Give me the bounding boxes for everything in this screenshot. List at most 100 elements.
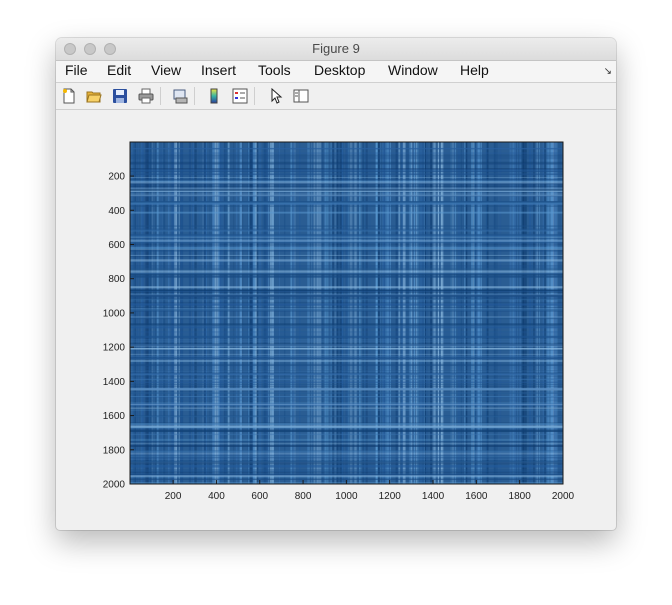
legend-icon[interactable] xyxy=(231,87,249,105)
heatmap-stripe-vertical xyxy=(473,142,475,484)
menu-window[interactable]: Window xyxy=(388,62,438,78)
heatmap-stripe-vertical xyxy=(148,142,150,484)
heatmap-stripe-vertical xyxy=(175,142,177,484)
heatmap-stripe-horizontal xyxy=(130,237,563,239)
zoom-window-button[interactable] xyxy=(104,43,116,55)
dock-figure-icon[interactable]: ↘ xyxy=(603,66,612,77)
heatmap-stripe-horizontal xyxy=(130,415,563,418)
heatmap-stripe-vertical xyxy=(452,142,455,484)
heatmap-stripe-horizontal xyxy=(130,188,563,190)
heatmap-stripe-horizontal xyxy=(130,182,563,185)
print-preview-icon[interactable] xyxy=(171,87,189,105)
heatmap-stripe-horizontal xyxy=(130,335,563,339)
heatmap-stripe-vertical xyxy=(359,142,361,484)
heatmap-stripe-vertical xyxy=(191,142,194,484)
heatmap-stripe-horizontal xyxy=(130,348,563,350)
x-tick-label: 1400 xyxy=(422,491,445,502)
heatmap-stripe-vertical xyxy=(204,142,206,484)
heatmap-stripe-horizontal xyxy=(130,178,563,180)
colorbar-icon[interactable] xyxy=(205,87,223,105)
heatmap-stripe-vertical xyxy=(160,142,162,484)
heatmap-stripe-vertical xyxy=(472,142,474,484)
heatmap-stripe-vertical xyxy=(326,142,329,484)
heatmap-stripe-vertical xyxy=(141,142,144,484)
pointer-icon[interactable] xyxy=(267,87,285,105)
menu-view[interactable]: View xyxy=(151,62,182,78)
heatmap-stripe-vertical xyxy=(412,142,414,484)
heatmap-stripe-vertical xyxy=(525,142,527,484)
heatmap-stripe-horizontal xyxy=(130,157,563,160)
heatmap-stripe-horizontal xyxy=(130,168,563,170)
heatmap-stripe-vertical xyxy=(457,142,461,484)
heatmap-stripe-vertical xyxy=(385,142,386,484)
heatmap-stripe-horizontal xyxy=(130,302,563,304)
heatmap-image[interactable] xyxy=(130,142,563,484)
heatmap-stripe-horizontal xyxy=(130,457,563,459)
heatmap-stripe-vertical xyxy=(248,142,250,484)
heatmap-stripe-horizontal xyxy=(130,246,563,249)
heatmap-stripe-vertical xyxy=(379,142,382,484)
save-icon[interactable] xyxy=(111,87,129,105)
heatmap-stripe-vertical xyxy=(555,142,558,484)
heatmap-stripe-vertical xyxy=(411,142,413,484)
heatmap-stripe-vertical xyxy=(522,142,524,484)
heatmap-stripe-horizontal xyxy=(130,236,563,238)
heatmap-stripe-horizontal xyxy=(130,177,563,178)
heatmap-stripe-vertical xyxy=(239,142,240,484)
heatmap-stripe-horizontal xyxy=(130,289,563,291)
heatmap-stripe-vertical xyxy=(477,142,481,484)
heatmap-plot[interactable]: 200 400 600 800 1000 1200 1400 1600 1800 2000 200… xyxy=(56,110,616,530)
menu-tools[interactable]: Tools xyxy=(258,62,291,78)
plot-tools-icon[interactable] xyxy=(292,87,310,105)
heatmap-stripe-vertical xyxy=(433,142,435,484)
heatmap-stripe-horizontal xyxy=(130,190,563,193)
heatmap-stripe-vertical xyxy=(361,142,363,484)
heatmap-stripe-vertical xyxy=(519,142,521,484)
menu-insert[interactable]: Insert xyxy=(201,62,237,78)
heatmap-stripe-horizontal xyxy=(130,205,563,207)
heatmap-stripe-horizontal xyxy=(130,269,563,271)
heatmap-stripe-vertical xyxy=(292,142,295,484)
heatmap-stripe-horizontal xyxy=(130,383,563,385)
heatmap-stripe-vertical xyxy=(198,142,200,484)
heatmap-stripe-horizontal xyxy=(130,256,563,258)
heatmap-stripe-vertical xyxy=(454,142,457,484)
heatmap-stripe-horizontal xyxy=(130,317,563,319)
close-window-button[interactable] xyxy=(64,43,76,55)
heatmap-stripe-horizontal xyxy=(130,455,563,458)
heatmap-stripe-vertical xyxy=(268,142,270,484)
heatmap-stripe-horizontal xyxy=(130,152,563,154)
x-tick-label: 600 xyxy=(251,491,268,502)
menu-help[interactable]: Help xyxy=(460,62,489,78)
menu-edit[interactable]: Edit xyxy=(107,62,132,78)
heatmap-stripe-horizontal xyxy=(130,194,563,197)
title-bar[interactable]: Figure 9 xyxy=(56,38,616,61)
heatmap-stripe-vertical xyxy=(137,142,139,484)
open-file-icon[interactable] xyxy=(85,87,103,105)
heatmap-stripe-horizontal xyxy=(130,476,563,478)
figure-toolbar xyxy=(56,83,616,110)
heatmap-stripe-horizontal xyxy=(130,270,563,273)
heatmap-stripe-vertical xyxy=(294,142,296,484)
heatmap-stripe-vertical xyxy=(538,142,540,484)
heatmap-stripe-horizontal xyxy=(130,450,563,452)
heatmap-stripe-horizontal xyxy=(130,245,563,247)
heatmap-stripe-vertical xyxy=(390,142,391,484)
heatmap-stripe-vertical xyxy=(496,142,498,484)
y-tick-label: 400 xyxy=(108,206,125,217)
heatmap-stripe-horizontal xyxy=(130,289,563,291)
menu-desktop[interactable]: Desktop xyxy=(314,62,366,78)
heatmap-stripe-horizontal xyxy=(130,193,563,196)
print-icon[interactable] xyxy=(137,87,155,105)
minimize-window-button[interactable] xyxy=(84,43,96,55)
heatmap-stripe-horizontal xyxy=(130,372,563,374)
heatmap-stripe-vertical xyxy=(236,142,238,484)
heatmap-stripe-horizontal xyxy=(130,475,563,478)
heatmap-stripe-vertical xyxy=(339,142,343,484)
menu-file[interactable]: File xyxy=(65,62,88,78)
new-figure-icon[interactable] xyxy=(60,87,78,105)
heatmap-stripe-vertical xyxy=(377,142,380,484)
heatmap-stripe-horizontal xyxy=(130,392,563,394)
heatmap-stripe-horizontal xyxy=(130,341,563,343)
heatmap-stripe-horizontal xyxy=(130,318,563,320)
